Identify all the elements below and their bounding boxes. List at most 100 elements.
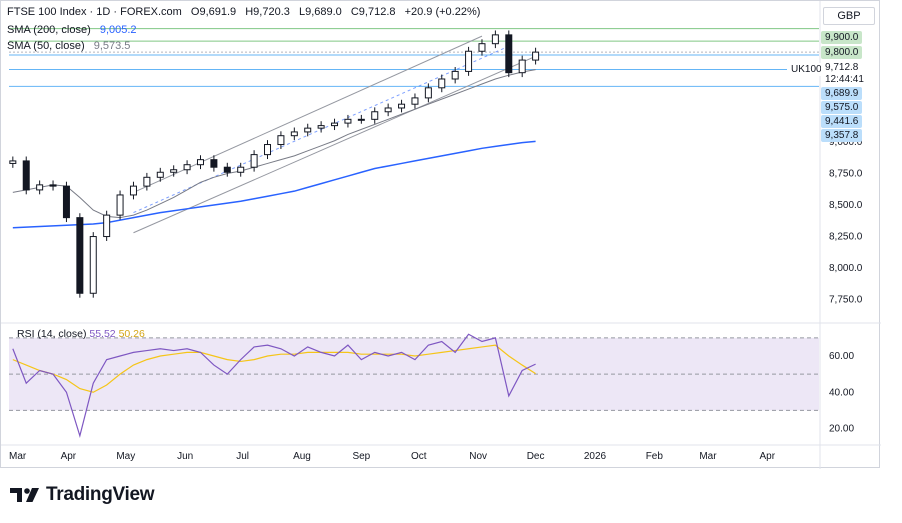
candle-body: [210, 159, 218, 168]
candle-body: [478, 43, 486, 52]
price-tick-label: 8,250.0: [829, 232, 863, 243]
candle-body: [424, 87, 432, 99]
candle-body: [237, 166, 245, 173]
candle-body: [290, 131, 298, 137]
rsi-value: 55.52: [89, 328, 116, 340]
legend-main: FTSE 100 Index · 1D · FOREX.com O9,691.9…: [7, 6, 486, 18]
candle-body: [36, 184, 44, 191]
brand-logo[interactable]: TradingView: [10, 484, 155, 506]
tradingview-logo-icon: [10, 488, 39, 502]
sma50-layer: [12, 69, 536, 219]
legend-sma50[interactable]: SMA (50, close) 9,573.5: [7, 40, 136, 52]
time-axis[interactable]: Mar Apr May Jun Jul Aug Sep Oct Nov Dec 2026 Feb Mar…: [9, 451, 776, 462]
ohlc-change: +20.9 (+0.22%): [404, 6, 481, 18]
brand-name: TradingView: [46, 484, 155, 505]
price-tag-9900: 9,900.0: [821, 31, 863, 44]
candle-body: [398, 103, 406, 109]
candle-body: [143, 176, 151, 187]
last-price-tag: 9,712.8: [821, 61, 863, 74]
currency-button[interactable]: GBP: [823, 7, 875, 25]
candle-body: [62, 185, 70, 219]
candle-body: [103, 214, 111, 238]
candle-body: [116, 194, 124, 216]
candle-body: [223, 166, 231, 173]
time-tick-label: Apr: [760, 451, 776, 462]
candle-body: [438, 78, 446, 89]
symbol-tag: UK100: [787, 63, 826, 76]
time-tick-label: Nov: [469, 451, 487, 462]
candle-body: [451, 70, 459, 80]
candle-body: [532, 51, 540, 61]
candle-body: [250, 154, 258, 168]
candle-body: [411, 97, 419, 105]
time-tick-label: Mar: [699, 451, 717, 462]
rsi-ma-line: [12, 344, 536, 393]
ohlc-open: O9,691.9: [190, 6, 237, 18]
channel-lower: [133, 55, 536, 234]
candle-body: [22, 160, 30, 191]
candle-body: [491, 34, 499, 45]
candle-body: [465, 50, 473, 72]
candle-body: [384, 107, 392, 113]
ohlc-low: L9,689.0: [298, 6, 342, 18]
price-tick-label: 7,750.0: [829, 295, 863, 306]
rsi-line: [12, 333, 536, 438]
price-tag-9357: 9,357.8: [821, 129, 863, 142]
candle-body: [304, 127, 312, 133]
time-tick-label: Sep: [352, 451, 370, 462]
time-tick-label: Apr: [61, 451, 77, 462]
time-tick-label: Aug: [293, 451, 311, 462]
sma50-label: SMA (50, close): [7, 40, 85, 52]
legend-rsi[interactable]: RSI (14, close) 55.52 50.26: [17, 328, 145, 340]
candle-body: [371, 111, 379, 120]
candles-layer: [9, 30, 540, 298]
chart-frame: 9,000.0 8,750.0 8,500.0 8,250.0 8,000.0 7,750…: [0, 0, 881, 469]
candle-body: [89, 236, 97, 294]
price-tick-label: 8,000.0: [829, 263, 863, 274]
candle-body: [170, 169, 178, 173]
candle-body: [264, 144, 272, 156]
rsi-tick-label: 40.00: [829, 387, 854, 398]
sma50-line: [12, 69, 536, 219]
candle-body: [49, 184, 57, 187]
candle-body: [277, 135, 285, 146]
symbol-title[interactable]: FTSE 100 Index · 1D · FOREX.com: [7, 6, 182, 18]
channel-upper: [133, 35, 483, 193]
candle-body: [129, 185, 137, 196]
sma50-value: 9,573.5: [93, 40, 131, 52]
price-tick-label: 8,750.0: [829, 169, 863, 180]
ohlc-high: H9,720.3: [245, 6, 290, 18]
rsi-band-layer: [9, 337, 819, 411]
sma200-label: SMA (200, close): [7, 24, 91, 36]
candle-body: [183, 164, 191, 171]
legend-sma200[interactable]: SMA (200, close) 9,005.2: [7, 24, 143, 36]
price-tag-9575: 9,575.0: [821, 101, 863, 114]
price-tick-label: 9,000.0: [829, 137, 863, 148]
countdown-tag: 12:44:41: [821, 73, 868, 86]
sma200-layer: [12, 140, 536, 229]
candle-body: [518, 59, 526, 74]
horizontal-levels: [9, 28, 819, 87]
price-tick-label: 8,500.0: [829, 200, 863, 211]
time-tick-label: Feb: [646, 451, 664, 462]
candle-body: [357, 118, 365, 121]
grid: [1, 1, 881, 469]
rsi-ma-value: 50.26: [118, 328, 145, 340]
rsi-label: RSI (14, close): [17, 328, 87, 340]
price-tag-9800: 9,800.0: [821, 46, 863, 59]
price-axis[interactable]: 9,000.0 8,750.0 8,500.0 8,250.0 8,000.0 7,750…: [829, 137, 863, 434]
candle-body: [317, 125, 325, 129]
trend-channel: [133, 35, 536, 234]
candle-body: [505, 34, 513, 74]
sma200-value: 9,005.2: [99, 24, 137, 36]
time-tick-label: Dec: [527, 451, 545, 462]
ohlc-close: C9,712.8: [350, 6, 396, 18]
price-tag-9689: 9,689.9: [821, 87, 863, 100]
time-tick-label: Oct: [411, 451, 427, 462]
candle-body: [156, 171, 164, 178]
rsi-layer: [12, 333, 536, 438]
time-tick-label: Jul: [236, 451, 249, 462]
time-tick-label: 2026: [584, 451, 607, 462]
rsi-tick-label: 20.00: [829, 424, 854, 435]
chart-canvas[interactable]: 9,000.0 8,750.0 8,500.0 8,250.0 8,000.0 7,750…: [1, 1, 881, 469]
